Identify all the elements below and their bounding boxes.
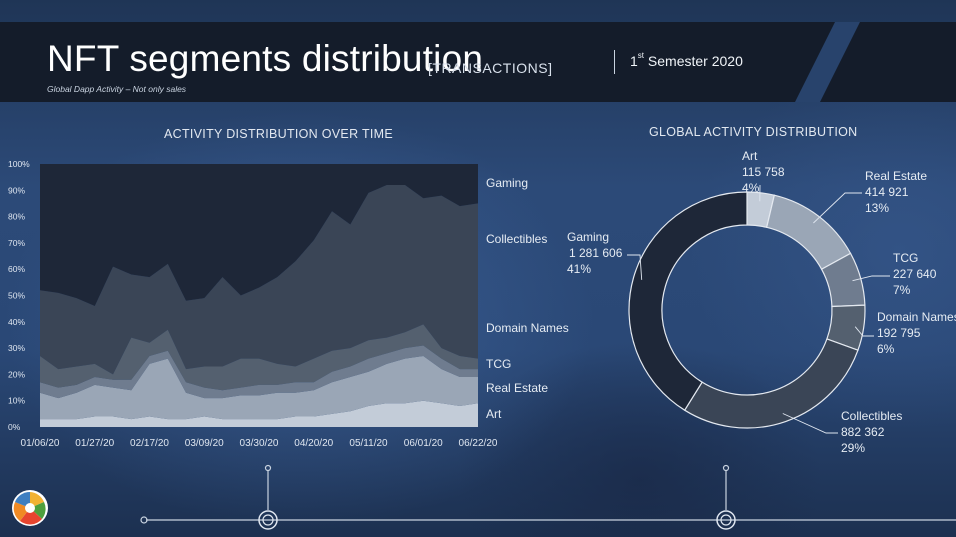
x-tick-label: 03/30/20 [240,438,279,449]
semester-ordinal-suffix: st [637,51,645,60]
timeline-node-2 [716,510,736,530]
legend-real-estate: Real Estate [486,381,548,395]
legend-gaming: Gaming [486,176,528,190]
area-series-art [40,400,478,427]
x-tick-label: 01/06/20 [21,438,60,449]
y-tick-label: 100% [8,159,30,169]
slice-name: Collectibles [841,409,902,423]
x-tick-label: 06/22/20 [459,438,498,449]
slice-percent: 13% [865,201,889,215]
leader-line [782,413,838,434]
slice-name: Gaming [567,230,609,244]
area-series-real-estate [40,356,478,420]
leader-line [854,326,874,337]
x-tick-label: 05/11/20 [349,438,388,449]
slice-name: Domain Names [877,310,956,324]
legend-tcg: TCG [486,357,511,371]
y-tick-label: 50% [8,291,25,301]
area-series-domain-names [40,324,478,391]
slice-value: 1 281 606 [569,246,623,260]
slice-percent: 41% [567,262,591,276]
slice-percent: 4% [742,181,760,195]
leader-line [627,254,643,280]
semester-text: Semester 2020 [647,53,743,69]
y-tick-label: 80% [8,212,25,222]
donut-chart-title: GLOBAL ACTIVITY DISTRIBUTION [649,125,858,139]
area-series-collectibles [40,185,478,375]
semester-ordinal: 1 [630,53,638,69]
y-tick-label: 10% [8,396,25,406]
slice-value: 882 362 [841,425,885,439]
slice-name: TCG [893,251,918,265]
header-divider [614,50,615,74]
legend-domain-names: Domain Names [486,321,569,335]
slice-value: 115 758 [742,165,785,179]
slice-value: 414 921 [865,185,909,199]
y-tick-label: 30% [8,343,25,353]
legend-collectibles: Collectibles [486,232,547,246]
timeline-stem-dot-1 [264,464,272,472]
donut-slice-gaming [628,191,748,412]
page-subtitle: Global Dapp Activity – Not only sales [47,84,187,94]
donut-label-collectibles: Collectibles 882 362 29% [782,409,902,455]
donut-label-art: Art 115 758 4% [742,149,785,202]
slice-value: 192 795 [877,326,921,340]
donut-label-tcg: TCG 227 640 7% [852,251,937,297]
leader-line [852,275,890,282]
timeline-stem-dot-2 [722,464,730,472]
slice-percent: 7% [893,283,911,297]
title-tag: [TRANSACTIONS] [428,60,553,76]
donut-label-real-estate: Real Estate 414 921 13% [813,169,927,224]
brand-logo [12,490,48,526]
donut-label-gaming: Gaming 1 281 606 41% [567,230,643,280]
y-tick-label: 70% [8,238,25,248]
donut-label-domain-names: Domain Names 192 795 6% [854,310,956,356]
timeline-node-1 [258,510,278,530]
slice-percent: 6% [877,342,895,356]
x-tick-label: 06/01/20 [404,438,443,449]
leader-line [813,192,862,224]
timeline-start-dot [140,516,148,524]
area-chart-title: ACTIVITY DISTRIBUTION OVER TIME [164,127,394,141]
slice-name: Real Estate [865,169,927,183]
x-tick-label: 01/27/20 [75,438,114,449]
semester-label: 1st Semester 2020 [630,51,743,69]
x-tick-label: 03/09/20 [185,438,224,449]
page-title: NFT segments distribution [47,38,484,79]
y-tick-label: 0% [8,422,21,432]
y-tick-label: 20% [8,369,25,379]
y-tick-label: 90% [8,185,25,195]
x-tick-label: 02/17/20 [130,438,169,449]
slice-percent: 29% [841,441,865,455]
x-tick-label: 04/20/20 [294,438,333,449]
y-tick-label: 40% [8,317,25,327]
area-series-tcg [40,345,478,399]
slice-value: 227 640 [893,267,937,281]
legend-art: Art [486,407,502,421]
area-series-gaming [40,164,478,306]
slice-name: Art [742,149,758,163]
y-tick-label: 60% [8,264,25,274]
